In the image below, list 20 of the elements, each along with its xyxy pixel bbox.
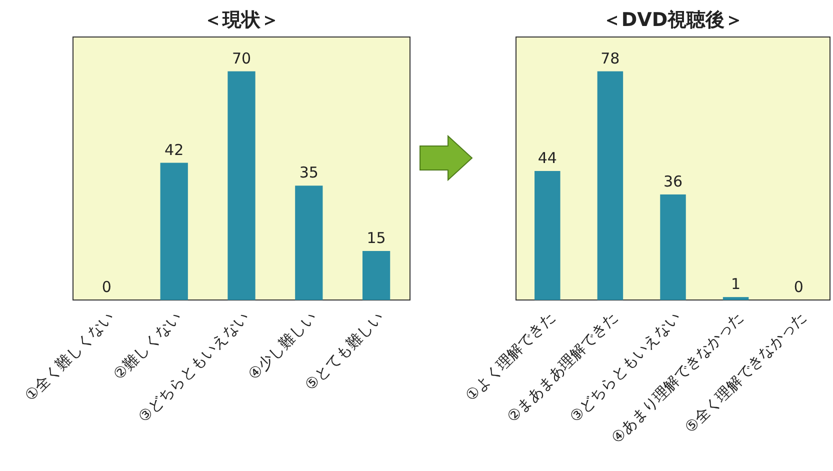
bar — [295, 186, 323, 300]
bar — [722, 297, 749, 300]
data-label: 15 — [366, 228, 386, 247]
bar — [228, 71, 256, 300]
data-label: 70 — [232, 49, 252, 68]
bar — [597, 71, 624, 300]
data-label: 35 — [299, 164, 318, 182]
bar — [362, 250, 390, 300]
data-label: 1 — [731, 275, 741, 294]
chart-title: ＜現状＞ — [204, 9, 280, 31]
data-label: 0 — [794, 278, 804, 296]
data-label: 78 — [600, 49, 620, 68]
bar — [160, 162, 188, 300]
bar — [660, 194, 686, 300]
data-label: 42 — [164, 140, 184, 159]
chart-title: ＜DVD視聴後＞ — [602, 9, 744, 31]
bar — [534, 170, 560, 300]
data-label: 0 — [102, 278, 112, 296]
data-label: 36 — [663, 172, 683, 190]
data-label: 44 — [538, 148, 557, 167]
